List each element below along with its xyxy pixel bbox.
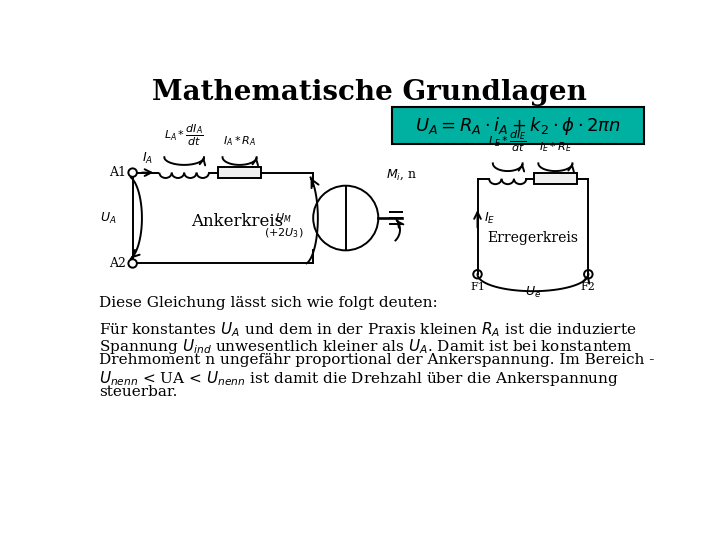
Text: steuerbar.: steuerbar. [99, 385, 178, 399]
Text: $U_A$: $U_A$ [99, 211, 116, 226]
Text: Für konstantes $U_A$ und dem in der Praxis kleinen $R_A$ ist die induzierte: Für konstantes $U_A$ und dem in der Prax… [99, 320, 637, 339]
Text: Diese Gleichung lässt sich wie folgt deuten:: Diese Gleichung lässt sich wie folgt deu… [99, 296, 438, 310]
Text: A2: A2 [109, 257, 126, 270]
Text: $U_M$
$(+2U_3)$: $U_M$ $(+2U_3)$ [264, 211, 304, 240]
Text: $I_A$: $I_A$ [142, 151, 153, 166]
Text: $U_A = R_A \cdot i_A + k_2 \cdot \phi \cdot 2\pi n$: $U_A = R_A \cdot i_A + k_2 \cdot \phi \c… [415, 116, 621, 137]
Bar [218, 167, 261, 178]
Text: $U_e$: $U_e$ [525, 285, 541, 300]
Bar [534, 173, 577, 184]
Text: $M_i$, n: $M_i$, n [386, 167, 417, 182]
FancyBboxPatch shape [392, 107, 644, 144]
Text: Mathematische Grundlagen: Mathematische Grundlagen [152, 79, 586, 106]
Text: Ankerkreis: Ankerkreis [192, 213, 283, 231]
Text: Spannung $U_{ind}$ unwesentlich kleiner als $U_A$. Damit ist bei konstantem: Spannung $U_{ind}$ unwesentlich kleiner … [99, 336, 634, 356]
Text: $I_A*R_A$: $I_A*R_A$ [223, 134, 256, 148]
Text: Erregerkreis: Erregerkreis [487, 231, 578, 245]
Text: $L_E*\dfrac{dI_E}{dt}$: $L_E*\dfrac{dI_E}{dt}$ [488, 129, 527, 154]
Text: $L_A*\dfrac{dI_A}{dt}$: $L_A*\dfrac{dI_A}{dt}$ [164, 123, 204, 148]
Text: F2: F2 [581, 282, 595, 292]
Text: $I_E$: $I_E$ [484, 211, 495, 226]
Text: A1: A1 [109, 166, 126, 179]
Text: $U_{nenn}$ < UA < $U_{nenn}$ ist damit die Drehzahl über die Ankerspannung: $U_{nenn}$ < UA < $U_{nenn}$ ist damit d… [99, 369, 619, 388]
Text: Drehmoment n ungefähr proportional der Ankerspannung. Im Bereich -: Drehmoment n ungefähr proportional der A… [99, 353, 654, 367]
Text: F1: F1 [470, 282, 485, 292]
Text: $I_E*R_E$: $I_E*R_E$ [539, 140, 572, 154]
